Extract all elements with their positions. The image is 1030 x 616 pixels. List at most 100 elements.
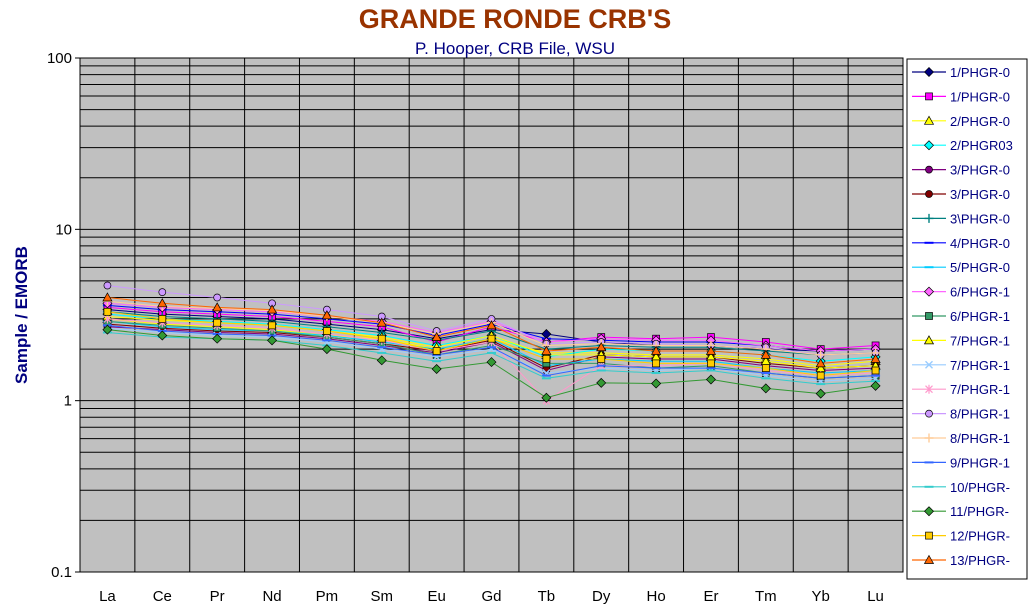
data-point: [376, 355, 387, 366]
legend-label: 7/PHGR-1: [950, 382, 1010, 397]
legend-item: 1/PHGR-0: [912, 89, 1010, 104]
data-point: [267, 335, 278, 346]
x-tick-label: Lu: [867, 588, 884, 605]
y-axis-label: Sample / EMORB: [12, 246, 31, 384]
data-point: [651, 345, 662, 355]
legend-label: 6/PHGR-1: [950, 309, 1010, 324]
data-point: [815, 388, 826, 399]
legend-marker: [925, 360, 933, 369]
data-point: [652, 359, 660, 368]
legend-marker: [923, 115, 935, 125]
legend-item: 7/PHGR-1: [912, 333, 1010, 348]
data-point: [705, 374, 716, 385]
data-point: [486, 320, 497, 330]
data-point: [103, 307, 112, 316]
legend-item: 7/PHGR-1: [912, 358, 1010, 373]
y-tick-label: 10: [55, 221, 72, 238]
data-point: [761, 364, 770, 372]
legend-item: 8/PHGR-1: [912, 407, 1010, 422]
data-point: [213, 293, 222, 302]
x-tick-label: Sm: [371, 588, 394, 605]
data-point: [760, 383, 771, 394]
data-point: [432, 347, 441, 355]
legend-marker: [925, 312, 933, 320]
data-point: [321, 344, 332, 355]
data-point: [431, 331, 442, 341]
grid-lines: [80, 58, 903, 573]
data-point: [377, 334, 386, 343]
legend-label: 7/PHGR-1: [950, 333, 1010, 348]
legend-marker: [924, 506, 934, 517]
data-point: [376, 317, 387, 327]
x-tick-label: Pm: [316, 588, 339, 605]
legend-marker: [925, 165, 933, 174]
series-15: [103, 281, 880, 359]
x-tick-label: Eu: [427, 588, 445, 605]
data-point: [486, 357, 497, 368]
data-point: [597, 355, 606, 363]
legend-label: 6/PHGR-1: [950, 285, 1010, 300]
data-point: [651, 378, 662, 389]
data-point: [266, 304, 278, 314]
data-point: [870, 380, 881, 391]
legend-label: 8/PHGR-1: [950, 431, 1010, 446]
plot-area: [79, 57, 904, 573]
legend-label: 1/PHGR-0: [950, 89, 1010, 104]
legend-marker: [924, 433, 934, 443]
x-tick-label: Ce: [153, 588, 172, 605]
legend-item: 10/PHGR-: [912, 480, 1010, 495]
data-point: [596, 377, 607, 388]
legend-label: 2/PHGR03: [950, 138, 1013, 153]
series-17: [102, 324, 881, 380]
legend-label: 9/PHGR-1: [950, 455, 1010, 470]
data-point: [268, 321, 276, 330]
data-point: [487, 334, 496, 343]
x-axis-ticks: La Ce Pr Nd Pm Sm Eu Gd Tb Dy Ho Er Tm Yb Lu: [99, 588, 884, 605]
legend-item: 3\PHGR-0: [912, 211, 1010, 226]
series-19: [102, 324, 881, 403]
legend-item: 5/PHGR-0: [912, 260, 1010, 275]
legend-item: 9/PHGR-1: [912, 455, 1010, 470]
legend-label: 8/PHGR-1: [950, 407, 1010, 422]
data-point: [102, 324, 113, 335]
data-point: [816, 371, 825, 380]
y-tick-label: 1: [64, 393, 72, 410]
legend-item: 7/PHGR-1: [912, 382, 1010, 397]
legend-marker: [924, 213, 934, 223]
legend-marker: [924, 140, 934, 151]
data-point: [431, 364, 442, 375]
x-tick-label: Tm: [755, 588, 777, 605]
legend-marker: [925, 531, 933, 540]
data-point: [815, 358, 826, 368]
legend-marker: [924, 67, 934, 77]
legend-item: 4/PHGR-0: [912, 236, 1010, 251]
data-point: [596, 342, 607, 352]
legend-marker: [925, 384, 933, 394]
chart-subtitle: P. Hooper, CRB File, WSU: [415, 39, 615, 58]
legend-marker: [923, 335, 935, 345]
legend-label: 3\PHGR-0: [950, 211, 1010, 226]
data-point: [542, 355, 551, 363]
y-tick-label: 100: [47, 50, 72, 67]
legend-item: 1/PHGR-0: [912, 65, 1010, 80]
data-point: [102, 292, 113, 302]
legend-label: 7/PHGR-1: [950, 358, 1010, 373]
legend-item: 6/PHGR-1: [912, 309, 1010, 324]
y-tick-label: 0.1: [51, 564, 72, 581]
data-point: [816, 350, 826, 360]
legend-item: 8/PHGR-1: [912, 431, 1010, 446]
data-point: [541, 392, 552, 403]
data-point: [158, 315, 167, 323]
legend-item: 3/PHGR-0: [912, 187, 1010, 202]
legend-item: 11/PHGR-: [912, 504, 1009, 519]
legend: 1/PHGR-0 1/PHGR-0 2/PHGR-0 2/PHGR03 3/PHGR-0…: [912, 65, 1013, 568]
legend-label: 4/PHGR-0: [950, 236, 1010, 251]
legend-label: 2/PHGR-0: [950, 114, 1010, 129]
x-tick-label: La: [99, 588, 116, 605]
legend-label: 5/PHGR-0: [950, 260, 1010, 275]
legend-item: 3/PHGR-0: [912, 163, 1010, 178]
series-20: [103, 307, 880, 380]
legend-marker: [925, 409, 933, 418]
legend-label: 11/PHGR-: [950, 504, 1009, 519]
legend-item: 13/PHGR-: [912, 553, 1010, 568]
